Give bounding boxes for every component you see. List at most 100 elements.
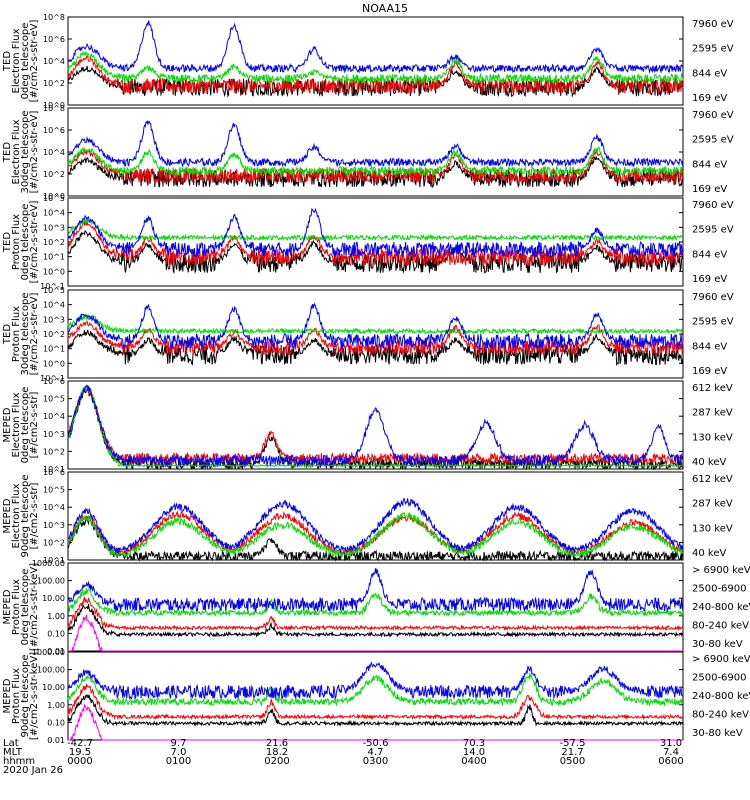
x-tick-lat: 31.0 bbox=[660, 738, 682, 749]
series-trace bbox=[67, 146, 684, 177]
y-tick-label: 10^5 bbox=[43, 395, 65, 404]
legend-entry: 7960 eV bbox=[692, 19, 734, 30]
x-tick-lat: -50.6 bbox=[363, 738, 389, 749]
legend-entry: 844 eV bbox=[692, 249, 727, 260]
y-axis-label-line: [#/cm2-s-str] bbox=[29, 391, 40, 458]
y-tick-label: 10^6 bbox=[43, 126, 65, 135]
y-axis-label-line: [#/cm2-s-str-keV] bbox=[29, 563, 40, 651]
series-trace bbox=[67, 329, 684, 367]
y-axis-label-line: [#/cm2-s-str-eV] bbox=[29, 20, 40, 103]
panel-8: 1000.00 100.00 10.00 1.00 0.10 0.01 MEPEDProto… bbox=[2, 648, 750, 745]
panel-frame bbox=[67, 380, 684, 470]
y-tick-label: 10^4 bbox=[43, 503, 65, 512]
legend-entry: 40 keV bbox=[692, 457, 726, 468]
legend-entry: 240-800 keV bbox=[692, 602, 750, 613]
series-trace bbox=[67, 218, 684, 242]
series-trace bbox=[67, 384, 684, 468]
y-tick-label: 100.00 bbox=[37, 666, 65, 675]
x-tick-mlt: 7.4 bbox=[663, 747, 679, 758]
legend-entry: 169 eV bbox=[692, 366, 727, 377]
panel-7: 1000.00 100.00 10.00 1.00 0.10 0.01 MEPEDProto… bbox=[2, 559, 750, 656]
y-axis-label-line: 90deg telescope bbox=[20, 654, 31, 737]
series-trace bbox=[67, 512, 684, 558]
legend-entry: 844 eV bbox=[692, 341, 727, 352]
y-tick-label: 1000.00 bbox=[32, 648, 65, 657]
y-tick-label: 10^0 bbox=[43, 267, 65, 276]
figure-title: NOAA15 bbox=[362, 2, 408, 15]
y-tick-label: 10^3 bbox=[43, 315, 65, 324]
x-axis-row-label: hhmm bbox=[3, 756, 35, 767]
series-trace bbox=[67, 673, 684, 707]
y-axis-label-line: Proton Flux bbox=[11, 214, 22, 270]
series-trace bbox=[67, 148, 684, 185]
x-axis-row-label: 2020 Jan 26 bbox=[3, 765, 63, 776]
y-axis-label-line: 0deg telescope bbox=[20, 23, 31, 100]
y-tick-label: 10^4 bbox=[43, 57, 65, 66]
series-trace bbox=[67, 386, 684, 466]
y-tick-label: 10^3 bbox=[43, 521, 65, 530]
legend-entry: 130 keV bbox=[692, 432, 733, 443]
x-tick-hhmm: 0000 bbox=[67, 756, 92, 767]
legend-entry: 80-240 keV bbox=[692, 621, 749, 632]
legend-entry: 612 keV bbox=[692, 383, 733, 394]
y-tick-label: 10^5 bbox=[43, 486, 65, 495]
y-axis-label-line: Electron Flux bbox=[11, 392, 22, 457]
y-tick-label: 10^5 bbox=[43, 194, 65, 203]
panel-frame bbox=[67, 197, 684, 287]
y-tick-label: 10^6 bbox=[43, 377, 65, 386]
series-trace bbox=[67, 498, 684, 554]
legend-entry: 240-800 keV bbox=[692, 691, 750, 702]
y-tick-label: 10.00 bbox=[42, 594, 65, 603]
panel-frame bbox=[67, 471, 684, 561]
y-axis-label-line: 0deg telescope bbox=[20, 204, 31, 281]
y-axis-label-line: 30deg telescope bbox=[20, 292, 31, 375]
y-tick-label: 10^-1 bbox=[40, 374, 65, 383]
y-tick-label: 10^1 bbox=[43, 465, 65, 474]
legend-entry: 844 eV bbox=[692, 159, 727, 170]
y-axis-label-line: [#/cm2-s-str-eV] bbox=[29, 201, 40, 284]
y-tick-label: 1.00 bbox=[47, 612, 65, 621]
y-tick-label: 100.00 bbox=[37, 577, 65, 586]
y-axis-label-line: [#/cm2-s-str-eV] bbox=[29, 111, 40, 194]
y-tick-label: 10^0 bbox=[43, 101, 65, 110]
legend-entry: 130 keV bbox=[692, 523, 733, 534]
y-tick-label: 10^0 bbox=[43, 192, 65, 201]
y-tick-label: 10^4 bbox=[43, 301, 65, 310]
x-tick-lat: 21.6 bbox=[266, 738, 288, 749]
legend-entry: 30-80 keV bbox=[692, 639, 743, 650]
series-trace bbox=[67, 207, 684, 259]
legend-entry: 7960 eV bbox=[692, 200, 734, 211]
y-tick-label: 10^4 bbox=[43, 209, 65, 218]
legend-entry: 7960 eV bbox=[692, 110, 734, 121]
x-axis-row-label: MLT bbox=[3, 747, 23, 758]
x-tick-mlt: 7.0 bbox=[171, 747, 187, 758]
y-tick-label: 10^6 bbox=[43, 35, 65, 44]
y-tick-label: 10.00 bbox=[42, 683, 65, 692]
series-trace bbox=[67, 510, 684, 556]
legend-entry: > 6900 keV bbox=[692, 565, 750, 576]
y-tick-label: 10^1 bbox=[43, 556, 65, 565]
y-tick-label: 10^2 bbox=[43, 447, 65, 456]
series-trace bbox=[67, 50, 684, 85]
series-trace bbox=[68, 703, 683, 741]
y-axis-label-line: [#/cm2-s-str-eV] bbox=[29, 293, 40, 376]
y-axis-label-line: TED bbox=[2, 232, 13, 253]
y-tick-label: 10^0 bbox=[43, 359, 65, 368]
y-axis-label-line: Proton Flux bbox=[11, 668, 22, 724]
x-tick-hhmm: 0600 bbox=[658, 756, 683, 767]
series-trace bbox=[67, 588, 684, 618]
panel-frame bbox=[67, 651, 684, 741]
series-trace bbox=[67, 53, 684, 95]
series-trace bbox=[67, 603, 684, 638]
y-tick-label: 10^2 bbox=[43, 538, 65, 547]
legend-entry: 30-80 keV bbox=[692, 728, 743, 739]
series-trace bbox=[67, 313, 684, 336]
